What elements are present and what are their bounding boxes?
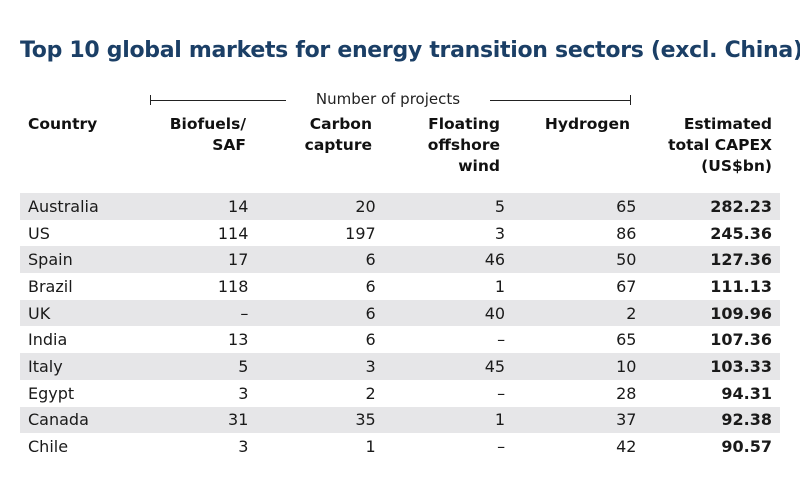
cell-floating-wind: – [497,437,506,457]
cell-biofuels: 3 [238,437,249,457]
cell-country: Australia [20,193,132,220]
cell-carbon-capture: 1 [365,437,376,457]
cell-floating-wind: 5 [375,193,506,220]
cell-hydrogen: 67 [616,276,637,296]
cell-capex: 127.36 [636,246,780,274]
cell-biofuels: 14 [131,193,249,220]
cell-hydrogen: 86 [616,223,637,243]
cell-carbon-capture: 2 [365,383,376,403]
spanner-left-line [150,100,286,101]
cell-floating-wind: 1 [375,406,506,434]
cell-carbon-capture: 197 [345,223,376,243]
cell-capex: 109.96 [636,299,780,327]
cell-floating-wind: – [497,330,506,350]
table-row: India 13 6 – 65 107.36 [20,326,780,353]
cell-country: Italy [20,353,132,380]
cell-carbon-capture: 3 [248,353,376,380]
cell-floating-wind: 3 [494,223,506,243]
cell-carbon-capture: 6 [365,276,376,296]
table-row: US 114 197 3 86 245.36 [20,220,780,247]
cell-hydrogen: 65 [505,193,637,220]
header-capex-line1: Estimated [683,115,772,133]
cell-capex: 107.36 [710,330,772,350]
cell-hydrogen: 10 [505,353,637,380]
header-country: Country [28,114,138,135]
header-capex-line2: total CAPEX [668,136,772,154]
table-row: Brazil 118 6 1 67 111.13 [20,273,780,300]
cell-biofuels: 5 [131,353,249,380]
cell-biofuels: 17 [131,246,249,274]
cell-country: Canada [20,406,132,434]
table-row: Chile 3 1 – 42 90.57 [20,433,780,460]
cell-country: UK [20,299,132,327]
cell-floating-wind: – [497,383,506,403]
cell-capex: 94.31 [721,383,772,403]
header-hydrogen: Hydrogen [510,114,630,135]
cell-biofuels: 13 [228,330,249,350]
cell-floating-wind: 1 [494,276,506,296]
cell-country: Egypt [28,383,75,403]
header-floating-line2: offshore [427,136,500,154]
cell-capex: 245.36 [710,223,772,243]
header-biofuels: Biofuels/ SAF [140,114,246,156]
cell-capex: 282.23 [636,193,780,220]
cell-country: Chile [28,437,69,457]
cell-country: India [28,330,68,350]
header-biofuels-line1: Biofuels/ [169,115,246,133]
cell-capex: 103.33 [636,353,780,380]
header-biofuels-line2: SAF [212,136,246,154]
table-row: Canada 31 35 1 37 92.38 [20,406,780,434]
chart-title: Top 10 global markets for energy transit… [20,38,800,63]
table-row: Italy 5 3 45 10 103.33 [20,353,780,380]
table-row: UK –6 40 2 109.96 [20,299,780,327]
header-carbon-capture: Carbon capture [262,114,372,156]
cell-carbon-capture: 35 [248,406,376,434]
header-capex-line3: (US$bn) [701,157,772,175]
cell-floating-wind: 45 [375,353,506,380]
spanner-right-line [490,100,630,101]
cell-country: Spain [20,246,132,274]
cell-hydrogen: 42 [616,437,637,457]
cell-hydrogen: 2 [505,299,637,327]
cell-carbon-capture: 6 [248,246,376,274]
cell-biofuels: 31 [131,406,249,434]
header-carbon-line2: capture [304,136,372,154]
cell-hydrogen: 50 [505,246,637,274]
spanner-label: Number of projects [315,90,461,108]
cell-country: US [28,223,50,243]
header-hydrogen-line: Hydrogen [544,115,630,133]
cell-capex: 111.13 [710,276,772,296]
cell-carbon-capture: 6 [365,330,376,350]
cell-carbon-capture: 6 [248,299,376,327]
table-row: Spain 17 6 46 50 127.36 [20,246,780,274]
header-capex: Estimated total CAPEX (US$bn) [630,114,772,177]
cell-biofuels: – [131,299,249,327]
cell-hydrogen: 65 [616,330,637,350]
data-table: Australia 14 20 5 65 282.23 US 114 197 3 86 245.36 S… [20,193,780,460]
header-floating-line1: Floating [428,115,500,133]
cell-hydrogen: 28 [616,383,637,403]
cell-carbon-capture: 20 [248,193,376,220]
cell-floating-wind: 40 [375,299,506,327]
cell-hydrogen: 37 [505,406,637,434]
cell-capex: 92.38 [636,406,780,434]
header-floating-wind: Floating offshore wind [390,114,500,177]
table-row: Australia 14 20 5 65 282.23 [20,193,780,220]
cell-country: Brazil [28,276,73,296]
header-floating-line3: wind [458,157,500,175]
header-carbon-line1: Carbon [309,115,372,133]
cell-biofuels: 3 [238,383,249,403]
spanner-right-tick [630,95,631,105]
table-row: Egypt 3 2 – 28 94.31 [20,380,780,407]
header-country-line: Country [28,115,98,133]
cell-biofuels: 114 [217,223,249,243]
cell-capex: 90.57 [721,437,772,457]
cell-floating-wind: 46 [375,246,506,274]
cell-biofuels: 118 [217,276,249,296]
projects-spanner: Number of projects [150,90,631,110]
